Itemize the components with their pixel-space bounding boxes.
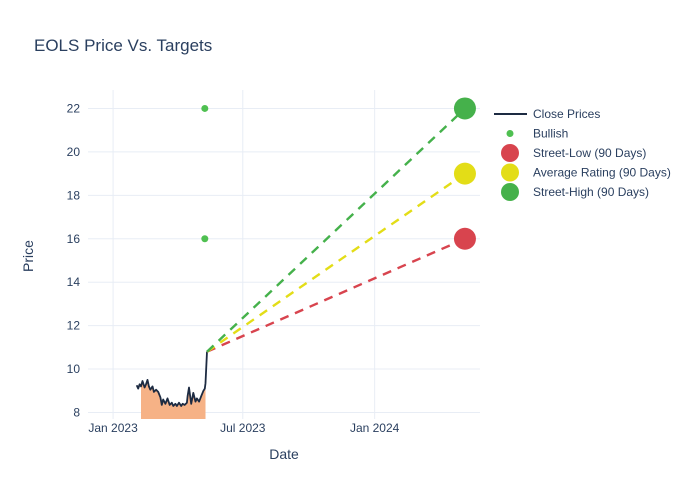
x-axis-title: Date	[269, 446, 299, 462]
legend-item-street-low-90-days[interactable]: Street-Low (90 Days)	[501, 144, 646, 162]
street-low-90-days-marker	[453, 227, 476, 250]
x-tick-label: Jan 2023	[88, 421, 138, 435]
y-tick-label: 22	[67, 101, 81, 115]
chart-title: EOLS Price Vs. Targets	[34, 36, 212, 55]
y-tick-label: 10	[67, 362, 81, 376]
y-tick-label: 8	[73, 405, 80, 419]
legend-item-close-prices[interactable]: Close Prices	[494, 107, 600, 121]
legend-label: Bullish	[533, 127, 568, 141]
gridlines	[88, 90, 480, 419]
legend-dot-large-swatch	[501, 163, 519, 182]
legend-label: Average Rating (90 Days)	[533, 166, 671, 180]
bullish-marker	[201, 104, 209, 112]
street-high-90-days-marker	[453, 97, 476, 120]
y-tick-label: 14	[67, 275, 81, 289]
x-tick-label: Jan 2024	[350, 421, 400, 435]
legend-item-street-high-90-days[interactable]: Street-High (90 Days)	[501, 183, 649, 201]
legend-dot-small-swatch	[506, 130, 514, 137]
legend-dot-large-swatch	[501, 183, 519, 201]
bullish-marker	[201, 235, 209, 243]
average-rating-90-days-line	[206, 172, 466, 353]
y-tick-label: 20	[67, 145, 81, 159]
close-prices-fill-area	[141, 379, 206, 419]
legend-label: Street-Low (90 Days)	[533, 146, 646, 160]
legend-label: Close Prices	[533, 107, 600, 121]
axis-tick-labels: 8 10 12 14 16 18 20 22 Jan 2023 Jul 2023 Jan 2024	[67, 101, 400, 435]
y-axis-title: Price	[20, 240, 36, 272]
legend-label: Street-High (90 Days)	[533, 185, 649, 199]
legend-item-average-rating-90-days[interactable]: Average Rating (90 Days)	[501, 163, 671, 182]
y-tick-label: 16	[67, 232, 81, 246]
average-rating-90-days-marker	[453, 162, 476, 185]
plot-area[interactable]	[88, 90, 480, 419]
y-tick-label: 12	[67, 319, 81, 333]
legend-item-bullish[interactable]: Bullish	[506, 127, 569, 141]
x-tick-label: Jul 2023	[220, 421, 266, 435]
chart-traces	[135, 97, 476, 419]
y-tick-label: 18	[67, 188, 81, 202]
legend-dot-large-swatch	[501, 144, 519, 162]
legend: Close Prices Bullish Street-Low (90 Days) A…	[494, 107, 671, 201]
street-high-90-days-line	[206, 107, 466, 353]
close-prices-line	[135, 351, 208, 407]
